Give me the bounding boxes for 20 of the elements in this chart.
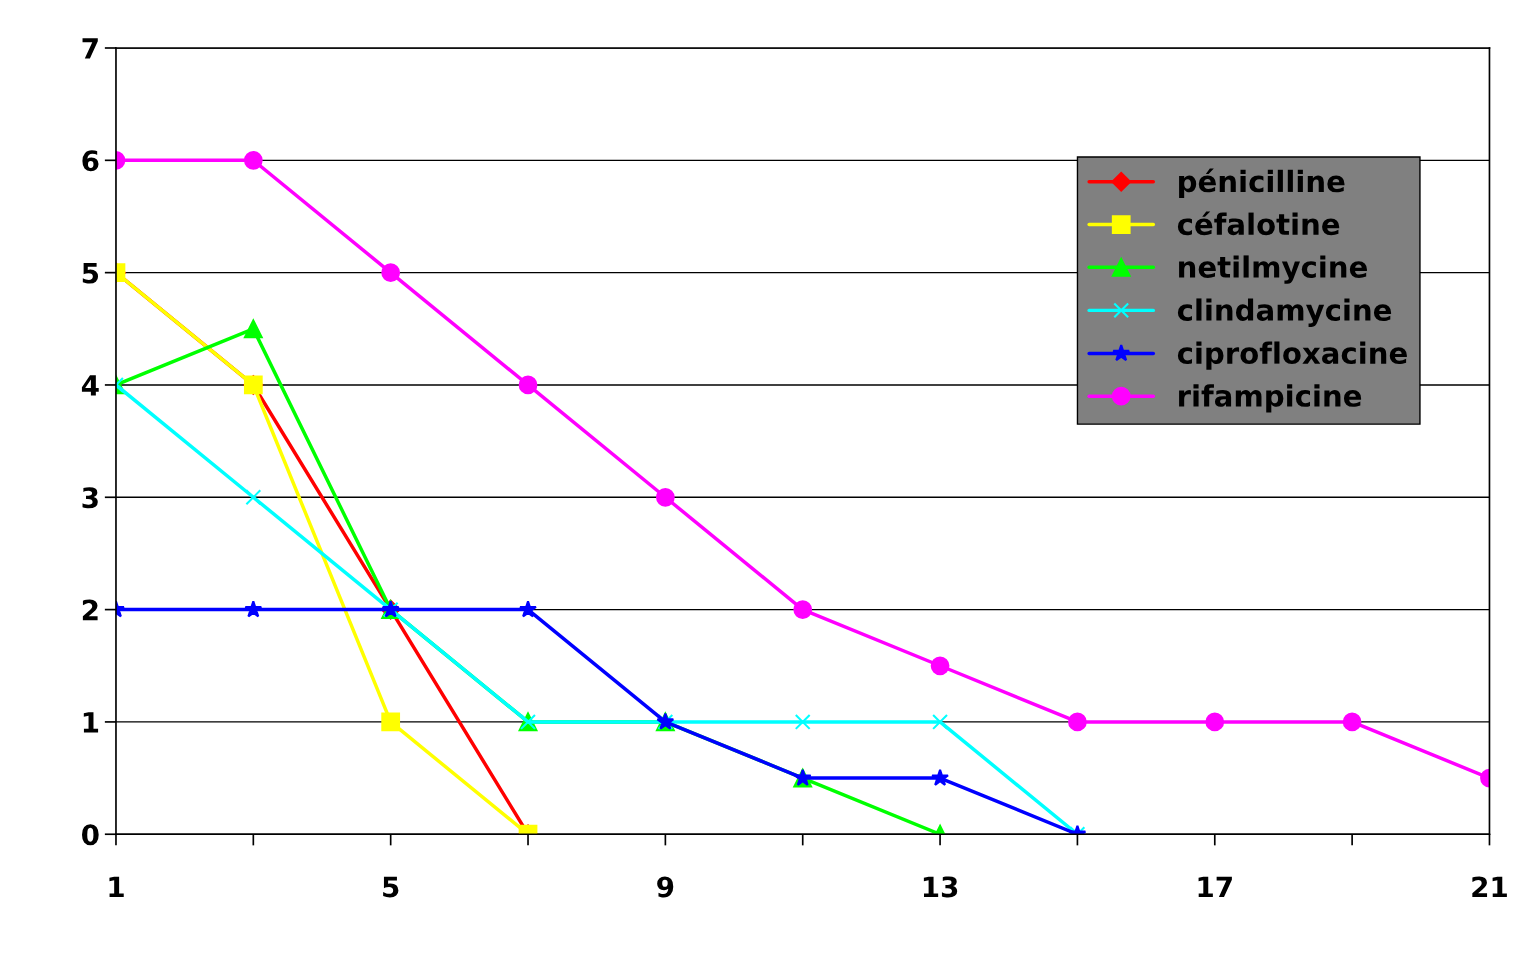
legend-label: céfalotine bbox=[1177, 211, 1340, 236]
legend-label: rifampicine bbox=[1179, 384, 1362, 413]
y-tick-label: 3 bbox=[82, 487, 98, 509]
y-tick-label: 7 bbox=[82, 38, 98, 59]
legend-label: netilmycine bbox=[1179, 255, 1367, 284]
x-tick-label: 1 bbox=[109, 876, 124, 898]
legend-label: clindamycine bbox=[1177, 298, 1392, 327]
y-tick-label: 1 bbox=[83, 712, 99, 733]
y-tick-label: 4 bbox=[81, 375, 99, 396]
x-tick-label: 17 bbox=[1198, 876, 1232, 898]
legend-label: ciprofloxacine bbox=[1177, 341, 1407, 370]
y-tick-label: 2 bbox=[82, 599, 98, 621]
y-tick-label: 6 bbox=[82, 150, 99, 172]
y-tick-label: 5 bbox=[82, 262, 99, 284]
x-tick-label: 21 bbox=[1472, 876, 1507, 898]
x-tick-label: 13 bbox=[923, 876, 958, 898]
legend-label: pénicilline bbox=[1179, 168, 1345, 198]
x-tick-label: 5 bbox=[383, 876, 399, 898]
x-tick-label: 9 bbox=[657, 876, 674, 898]
y-tick-label: 0 bbox=[82, 824, 99, 846]
